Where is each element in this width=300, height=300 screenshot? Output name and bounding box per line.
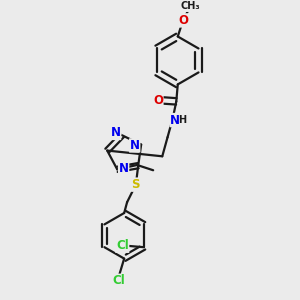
Text: CH₃: CH₃: [181, 2, 200, 11]
Text: Cl: Cl: [116, 239, 129, 252]
Text: Cl: Cl: [112, 274, 125, 287]
Text: H: H: [178, 115, 187, 125]
Text: N: N: [111, 126, 121, 140]
Text: O: O: [178, 14, 188, 27]
Text: S: S: [132, 178, 140, 191]
Text: N: N: [118, 162, 129, 175]
Text: O: O: [153, 94, 163, 107]
Text: N: N: [170, 114, 180, 127]
Text: N: N: [130, 139, 140, 152]
